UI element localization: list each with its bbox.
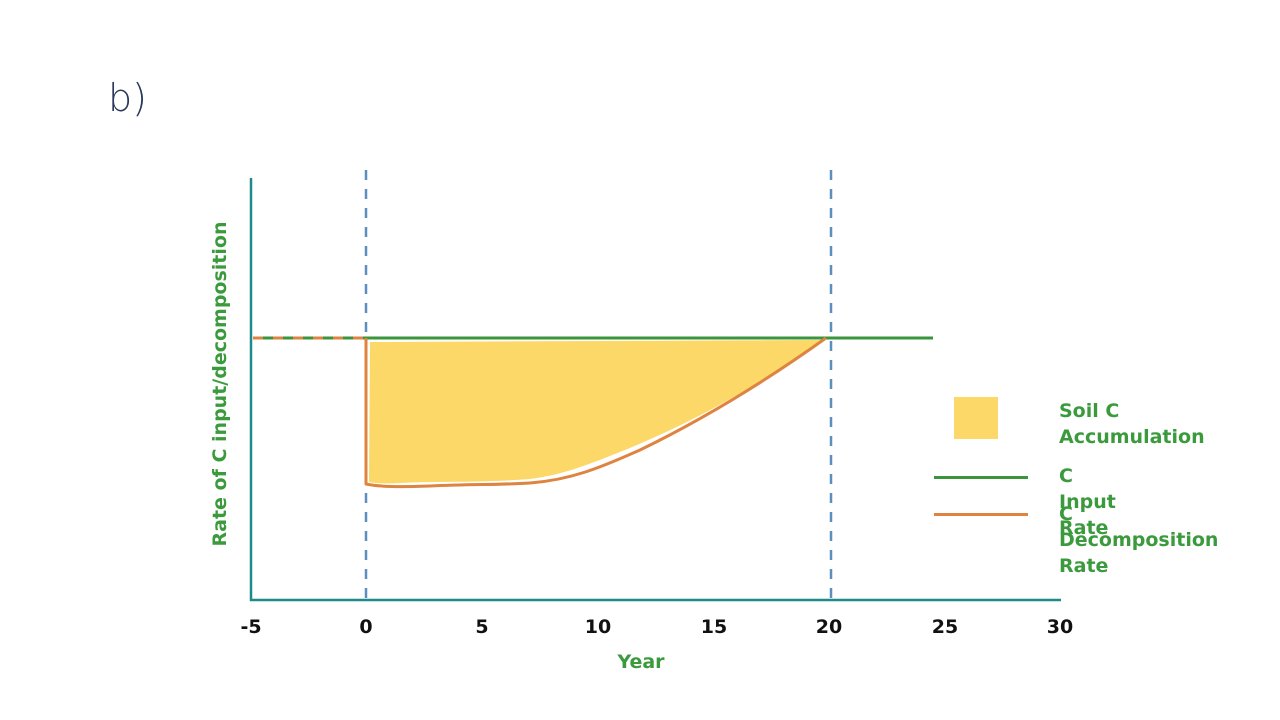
y-axis-title: Rate of C input/decomposition: [209, 222, 231, 547]
x-tick-label: 25: [932, 616, 958, 638]
legend-label-decomposition: C Decomposition Rate: [1059, 503, 1219, 577]
x-tick-label: 20: [816, 616, 842, 638]
panel-label: b): [108, 76, 147, 120]
x-tick-label: 5: [475, 616, 488, 638]
x-tick-label: -5: [240, 616, 261, 638]
accumulation-swatch: [954, 397, 998, 439]
x-tick-label: 10: [585, 616, 611, 638]
legend-label-input: C Input Rate: [1059, 465, 1116, 539]
decomposition-rate-swatch: [934, 513, 1028, 516]
x-tick-label: 0: [359, 616, 372, 638]
legend-label-accumulation: Soil C Accumulation: [1059, 400, 1205, 448]
x-axis-title: Year: [616, 651, 665, 673]
soil-c-accumulation-area: [369, 340, 822, 484]
input-rate-swatch: [934, 476, 1028, 479]
x-tick-label: 30: [1047, 616, 1073, 638]
c-decomposition-rate-line: [364, 336, 827, 489]
x-tick-label: 15: [701, 616, 727, 638]
